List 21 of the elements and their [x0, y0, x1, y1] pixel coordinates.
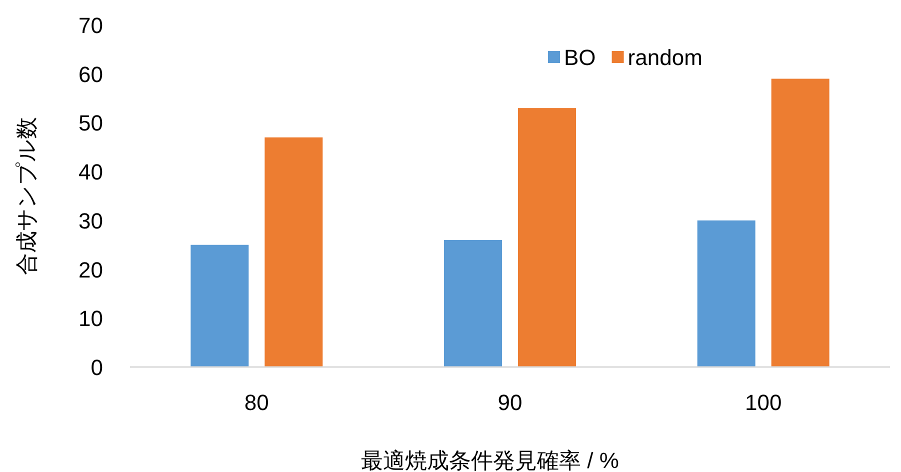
bar: [264, 137, 323, 367]
bar: [190, 244, 249, 367]
y-axis-title: 合成サンプル数: [14, 117, 39, 275]
x-axis-title: 最適焼成条件発見確率 / %: [361, 448, 619, 472]
y-tick-label: 20: [78, 257, 103, 282]
bar: [444, 240, 502, 367]
bar: [771, 78, 830, 367]
y-tick-label: 70: [78, 13, 103, 38]
y-tick-label: 40: [78, 160, 103, 185]
bar: [697, 220, 756, 367]
y-tick-label: 50: [78, 110, 103, 136]
x-tick-label: 80: [244, 390, 269, 415]
legend-label: random: [628, 45, 702, 70]
x-tick-label: 100: [744, 390, 782, 415]
bar: [518, 108, 576, 367]
x-tick-label: 90: [498, 390, 522, 415]
legend-label: BO: [564, 45, 596, 70]
y-tick-label: 10: [78, 306, 103, 332]
y-tick-label: 0: [90, 355, 103, 380]
y-tick-label: 60: [78, 62, 103, 87]
y-tick-label: 30: [78, 208, 103, 234]
